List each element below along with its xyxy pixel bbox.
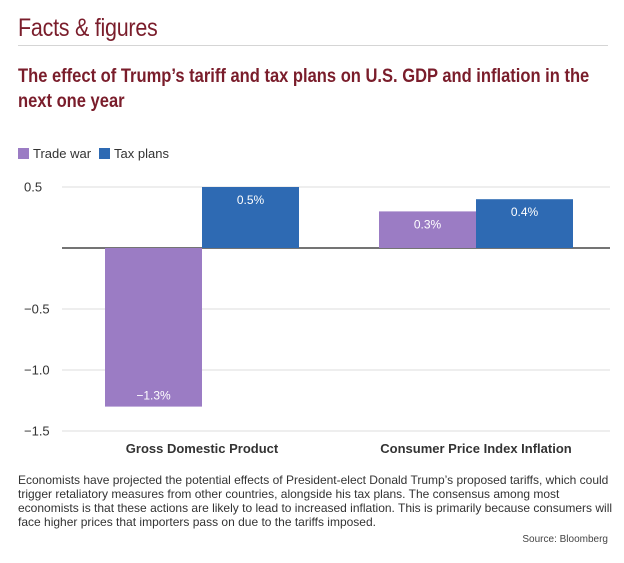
y-tick-label: −1.0	[24, 363, 50, 378]
data-label: 0.5%	[237, 193, 265, 207]
source-note: Source: Bloomberg	[522, 534, 608, 545]
bar-tax-plans	[202, 187, 299, 248]
bar-trade-war	[379, 211, 476, 248]
y-tick-label: 0.5	[24, 180, 42, 195]
data-label: −1.3%	[136, 389, 171, 403]
chart-description: Economists have projected the potential …	[18, 473, 613, 529]
x-category-label: Gross Domestic Product	[126, 441, 279, 456]
section-title: Facts & figures	[18, 14, 158, 42]
bar-chart: 0.5 −0.5 −1.0 −1.5 −1.3% 0.5% Gross Domestic P…	[24, 180, 610, 456]
legend-swatch-tax-plans	[99, 148, 111, 159]
bar-tax-plans	[476, 199, 573, 248]
legend: Trade war Tax plans	[18, 146, 177, 161]
y-tick-label: −0.5	[24, 302, 50, 317]
y-tick-label: −1.5	[24, 424, 50, 439]
legend-label-tax-plans: Tax plans	[114, 146, 169, 161]
x-category-label: Consumer Price Index Inflation	[380, 441, 571, 456]
legend-item-tax-plans: Tax plans	[99, 146, 169, 161]
data-label: 0.4%	[511, 205, 539, 219]
legend-label-trade-war: Trade war	[33, 146, 92, 161]
title-divider	[18, 45, 608, 46]
chart-title: The effect of Trump’s tariff and tax pla…	[18, 66, 590, 112]
data-label: 0.3%	[414, 217, 442, 231]
legend-swatch-trade-war	[18, 148, 29, 159]
legend-item-trade-war: Trade war	[18, 146, 91, 161]
bar-trade-war	[105, 248, 202, 407]
